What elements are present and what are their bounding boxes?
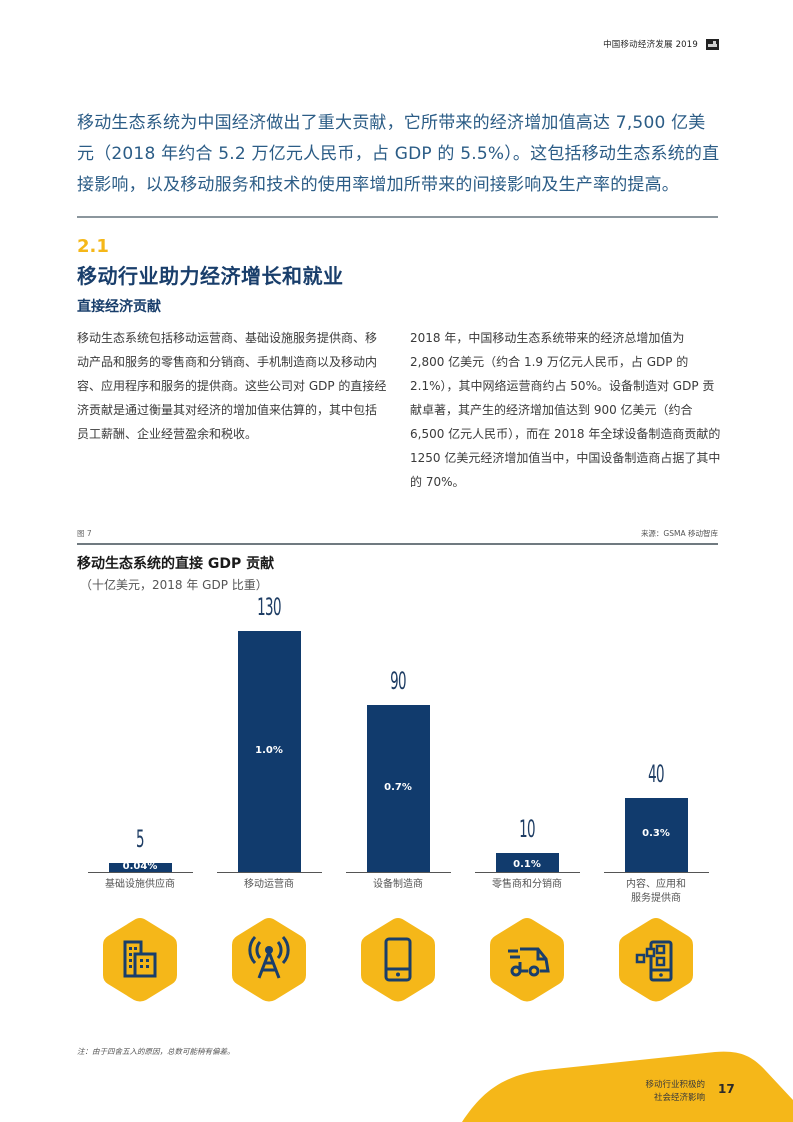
bar-value-label: 40: [648, 760, 664, 788]
gsma-logo-icon: [706, 38, 719, 50]
figure-label: 图 7: [77, 529, 92, 538]
page-header: 中国移动经济发展 2019: [603, 38, 719, 50]
footer-line-1: 移动行业积极的: [645, 1080, 705, 1090]
gdp-share-label: 0.04%: [122, 861, 158, 872]
buildings-icon: [103, 918, 177, 1002]
footer-caption: 移动行业积极的 社会经济影响: [645, 1079, 705, 1105]
axis-baseline: [88, 872, 193, 873]
phone-apps-icon: [619, 918, 693, 1002]
bar-value-label: 130: [257, 593, 281, 621]
figure-note: 注：由于四舍五入的原因，总数可能稍有偏差。: [77, 1047, 235, 1056]
chart-title: 移动生态系统的直接 GDP 贡献: [77, 556, 275, 572]
category-label-line: 内容、应用和: [626, 879, 686, 890]
gdp-share-label: 0.7%: [384, 781, 412, 793]
figure-divider: [77, 543, 718, 545]
body-column-right: 2018 年，中国移动生态系统带来的经济总增加值为 2,800 亿美元（约合 1…: [410, 331, 721, 489]
category-label: 设备制造商: [338, 878, 458, 892]
figure-source: 来源：GSMA 移动智库: [640, 529, 718, 538]
phone-apps-hex-badge: [617, 916, 695, 1004]
bar: 0.7%: [366, 705, 430, 872]
delivery-van-icon: [490, 918, 564, 1002]
category-label-line: 服务提供商: [631, 893, 681, 904]
category-label: 基础设施供应商: [80, 878, 200, 892]
category-label: 内容、应用和 服务提供商: [596, 878, 716, 906]
bar: 1.0%: [237, 631, 301, 872]
section-title: 移动行业助力经济增长和就业: [77, 264, 344, 288]
page-number: 17: [718, 1082, 735, 1096]
category-label: 零售商和分销商: [467, 878, 587, 892]
mobile-phone-icon: [361, 918, 435, 1002]
axis-baseline: [604, 872, 709, 873]
report-title: 中国移动经济发展 2019: [603, 40, 698, 50]
radio-tower-hex-badge: [230, 916, 308, 1004]
mobile-phone-hex-badge: [359, 916, 437, 1004]
bar-value-label: 90: [390, 667, 406, 695]
category-label-line: 设备制造商: [373, 879, 423, 890]
category-label: 移动运营商: [209, 878, 329, 892]
gdp-share-label: 0.1%: [513, 859, 541, 870]
intro-paragraph: 移动生态系统为中国经济做出了重大贡献，它所带来的经济增加值高达 7,500 亿美…: [77, 113, 720, 195]
body-column-left: 移动生态系统包括移动运营商、基础设施服务提供商、移动产品和服务的零售商和分销商、…: [77, 331, 387, 441]
gdp-share-label: 0.3%: [642, 828, 670, 839]
category-label-line: 零售商和分销商: [492, 879, 562, 890]
category-label-line: 基础设施供应商: [105, 879, 175, 890]
bar-value-label: 10: [519, 815, 535, 843]
category-label-line: 移动运营商: [244, 879, 294, 890]
footer-line-2: 社会经济影响: [653, 1093, 705, 1103]
buildings-hex-badge: [101, 916, 179, 1004]
radio-tower-icon: [232, 918, 306, 1002]
bar: 0.1%: [495, 853, 559, 872]
bar: 0.3%: [624, 798, 688, 872]
axis-baseline: [475, 872, 580, 873]
axis-baseline: [217, 872, 322, 873]
bar: 0.04%: [108, 861, 172, 872]
chart-subtitle: （十亿美元，2018 年 GDP 比重）: [80, 578, 268, 592]
delivery-van-hex-badge: [488, 916, 566, 1004]
gdp-share-label: 1.0%: [255, 744, 283, 756]
axis-baseline: [346, 872, 451, 873]
section-number: 2.1: [77, 236, 109, 257]
section-divider: [77, 216, 718, 218]
bar-value-label: 5: [136, 825, 145, 853]
subsection-title: 直接经济贡献: [77, 299, 161, 315]
